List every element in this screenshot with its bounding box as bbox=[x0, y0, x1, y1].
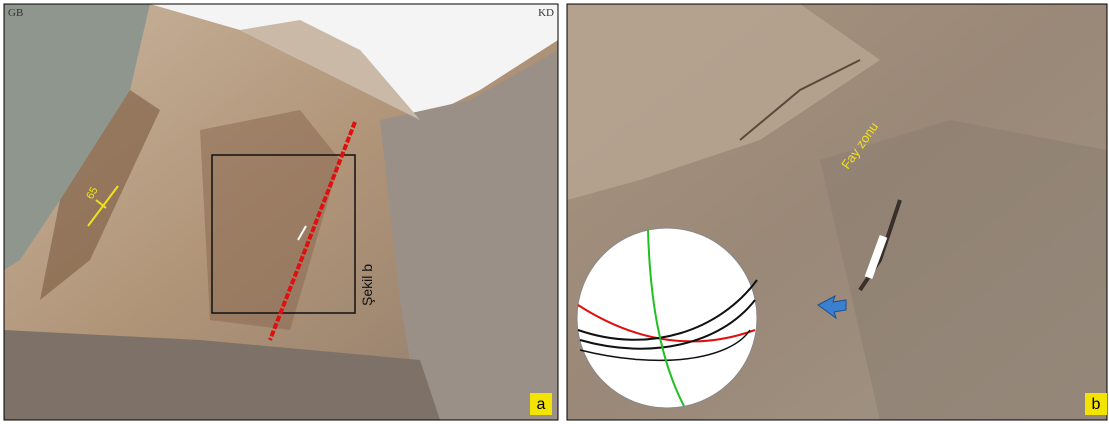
page: GB KD 65 Şekil b a Fay zonu b (() => { c… bbox=[0, 0, 1109, 424]
panel-label: a bbox=[537, 396, 546, 413]
corner-label: GB bbox=[8, 7, 23, 19]
figure: GB KD 65 Şekil b a Fay zonu b bbox=[0, 0, 1109, 424]
corner-label: KD bbox=[538, 7, 554, 19]
panel-label: b bbox=[1092, 396, 1101, 413]
stereonet bbox=[577, 228, 757, 408]
inset-label: Şekil b bbox=[359, 264, 375, 306]
photo-a bbox=[4, 4, 558, 420]
